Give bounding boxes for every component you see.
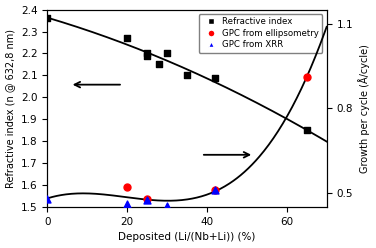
Point bbox=[164, 204, 170, 208]
Point bbox=[212, 76, 218, 80]
Point bbox=[156, 62, 162, 66]
Point bbox=[124, 202, 130, 206]
Point bbox=[164, 52, 170, 56]
Point bbox=[212, 188, 218, 192]
Point bbox=[304, 75, 310, 79]
Point bbox=[144, 54, 150, 58]
Point bbox=[124, 36, 130, 40]
X-axis label: Deposited (Li/(Nb+Li)) (%): Deposited (Li/(Nb+Li)) (%) bbox=[118, 232, 256, 243]
Point bbox=[144, 197, 150, 201]
Point bbox=[184, 73, 190, 77]
Y-axis label: Growth per cycle (Å/cycle): Growth per cycle (Å/cycle) bbox=[359, 44, 370, 173]
Point bbox=[44, 197, 50, 201]
Legend: Refractive index, GPC from ellipsometry, GPC from XRR: Refractive index, GPC from ellipsometry,… bbox=[199, 14, 322, 53]
Y-axis label: Refractive index (n @ 632,8 nm): Refractive index (n @ 632,8 nm) bbox=[6, 29, 15, 188]
Point bbox=[44, 16, 50, 20]
Point bbox=[212, 188, 218, 192]
Point bbox=[304, 128, 310, 132]
Point bbox=[124, 186, 130, 189]
Point bbox=[144, 198, 150, 202]
Point bbox=[144, 52, 150, 56]
